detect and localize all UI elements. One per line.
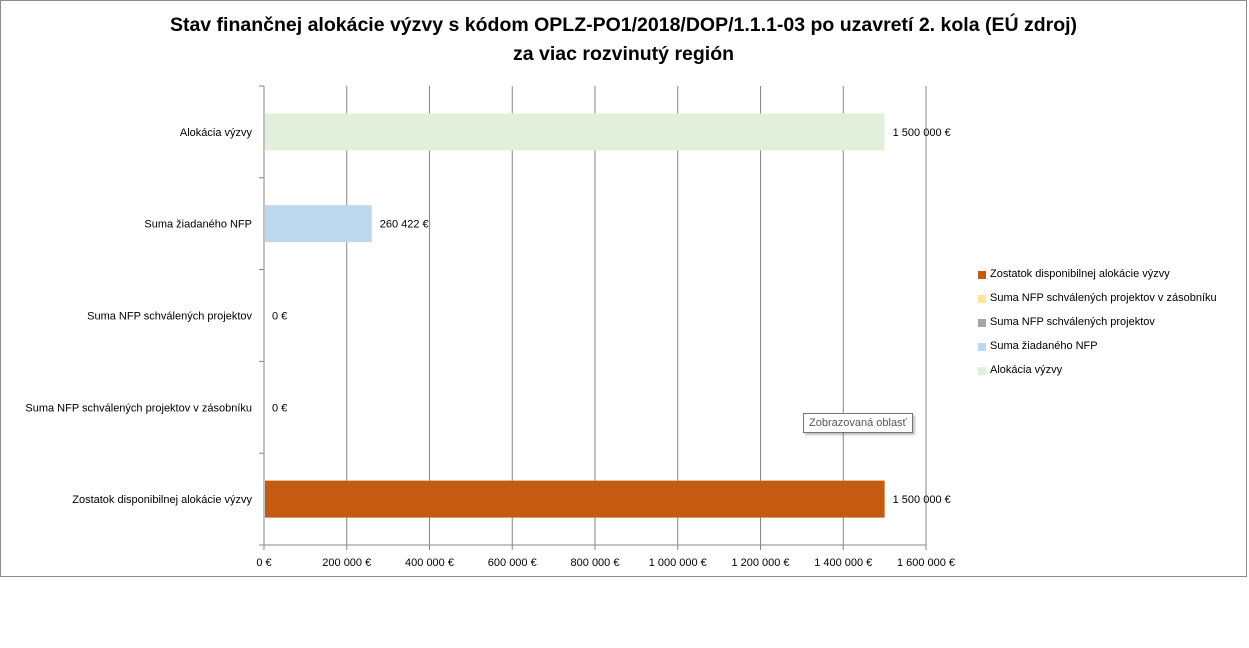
category-label: Suma NFP schválených projektov [87,311,252,323]
legend-label: Suma NFP schválených projektov v zásobní… [990,292,1217,304]
data-label: 260 422 € [380,219,429,231]
legend-swatch [978,295,986,303]
legend-swatch [978,319,986,327]
bar [265,113,885,151]
legend-label: Alokácia výzvy [990,364,1063,376]
chart-subtitle: za viac rozvinutý región [512,43,735,65]
x-tick-label: 1 000 000 € [649,557,707,569]
data-label: 1 500 000 € [893,127,951,139]
category-label: Alokácia výzvy [180,127,253,139]
bar [265,480,885,518]
data-label: 0 € [272,402,287,414]
category-label: Zostatok disponibilnej alokácie výzvy [72,494,252,506]
category-label: Suma NFP schválených projektov v zásobní… [25,402,252,414]
legend-swatch [978,367,986,375]
category-label: Suma žiadaného NFP [144,219,252,231]
x-tick-label: 1 400 000 € [814,557,872,569]
x-tick-label: 1 200 000 € [731,557,789,569]
bar [265,205,372,243]
x-tick-label: 800 000 € [571,557,620,569]
legend-label: Zostatok disponibilnej alokácie výzvy [990,268,1170,280]
x-tick-label: 200 000 € [322,557,371,569]
data-label: 1 500 000 € [893,494,951,506]
x-tick-label: 1 600 000 € [897,557,955,569]
x-tick-label: 0 € [256,557,271,569]
legend-swatch [978,271,986,279]
legend-label: Suma žiadaného NFP [990,340,1098,352]
legend-label: Suma NFP schválených projektov [990,316,1155,328]
legend-swatch [978,343,986,351]
data-label: 0 € [272,311,287,323]
x-tick-label: 600 000 € [488,557,537,569]
chart-title: Stav finančnej alokácie výzvy s kódom OP… [169,14,1078,36]
plot-area-tooltip: Zobrazovaná oblasť [803,413,913,433]
x-tick-label: 400 000 € [405,557,454,569]
